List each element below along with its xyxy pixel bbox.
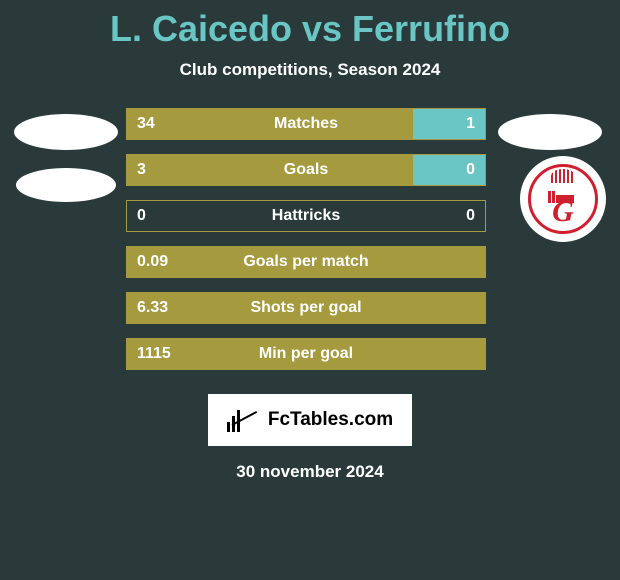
stat-fill-left: [127, 109, 413, 139]
footer-date: 30 november 2024: [0, 462, 620, 482]
stat-value-left: 0.09: [137, 253, 168, 271]
stat-label: Hattricks: [272, 207, 340, 225]
stat-value-right: 1: [466, 115, 475, 133]
comparison-row: 34 Matches 1 3 Goals 0 0 Hattricks 0 0.09 Goals pe…: [0, 108, 620, 370]
crest-ball-icon: [545, 169, 581, 189]
subtitle: Club competitions, Season 2024: [0, 60, 620, 80]
stat-label: Shots per goal: [250, 299, 361, 317]
logo-bars-icon: [227, 408, 264, 432]
stats-column: 34 Matches 1 3 Goals 0 0 Hattricks 0 0.09 Goals pe…: [126, 108, 486, 370]
stat-label: Goals per match: [243, 253, 368, 271]
stat-label: Min per goal: [259, 345, 353, 363]
player-right-col: G: [486, 108, 614, 150]
stat-bar: 1115 Min per goal: [126, 338, 486, 370]
stat-value-right: 0: [466, 161, 475, 179]
crest-letter: G: [552, 195, 574, 229]
stat-label: Matches: [274, 115, 338, 133]
stat-bar: 0.09 Goals per match: [126, 246, 486, 278]
player-left-avatar: [14, 114, 118, 150]
club-left-avatar: [16, 168, 116, 202]
player-right-avatar: [498, 114, 602, 150]
stat-value-left: 3: [137, 161, 146, 179]
stat-bar: 3 Goals 0: [126, 154, 486, 186]
stat-value-right: 0: [466, 207, 475, 225]
stat-value-left: 0: [137, 207, 146, 225]
stat-bar: 6.33 Shots per goal: [126, 292, 486, 324]
logo-text: FcTables.com: [268, 409, 393, 431]
stat-fill-left: [127, 155, 413, 185]
club-right-badge: G: [520, 156, 606, 242]
page-title: L. Caicedo vs Ferrufino: [0, 0, 620, 50]
source-logo: FcTables.com: [208, 394, 412, 446]
stat-bar: 34 Matches 1: [126, 108, 486, 140]
player-left-col: [6, 108, 126, 202]
stat-label: Goals: [284, 161, 328, 179]
club-crest: G: [528, 164, 598, 234]
stat-value-left: 6.33: [137, 299, 168, 317]
stat-value-left: 1115: [137, 345, 171, 363]
stat-value-left: 34: [137, 115, 155, 133]
stat-bar: 0 Hattricks 0: [126, 200, 486, 232]
